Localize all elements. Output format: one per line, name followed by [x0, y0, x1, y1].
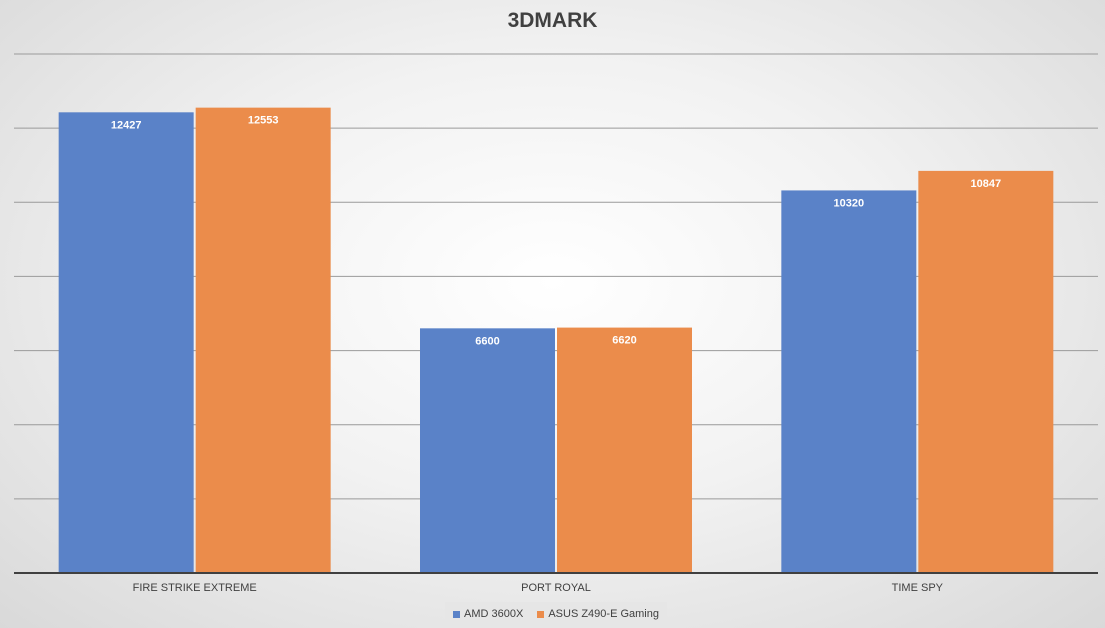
data-label-asus-z490-e-gaming-fire-strike-extreme: 12553: [248, 115, 279, 127]
data-label-amd-3600x-port-royal: 6600: [475, 335, 499, 347]
data-label-asus-z490-e-gaming-time-spy: 10847: [971, 178, 1002, 190]
legend-swatch-amd-3600x: [453, 610, 461, 618]
bar-asus-z490-e-gaming-time-spy: [918, 170, 1054, 573]
category-label-fire-strike-extreme: FIRE STRIKE EXTREME: [133, 582, 257, 594]
bar-asus-z490-e-gaming-port-royal: [557, 327, 692, 573]
category-label-time-spy: TIME SPY: [892, 582, 944, 594]
legend-item-asus-z490e: ASUS Z490-E Gaming: [537, 608, 659, 620]
chart-title: 3DMARK: [507, 9, 598, 32]
data-label-asus-z490-e-gaming-port-royal: 6620: [612, 335, 636, 347]
category-label-port-royal: PORT ROYAL: [521, 582, 591, 594]
legend-swatch-asus-z490e: [537, 610, 545, 618]
bar-asus-z490-e-gaming-fire-strike-extreme: [195, 107, 331, 573]
plot-area: 12427 12553 FIRE STRIKE EXTREME 6600 6620 POR…: [14, 53, 1098, 594]
data-label-amd-3600x-fire-strike-extreme: 12427: [111, 119, 142, 131]
bar-amd-3600x-port-royal: [420, 328, 555, 573]
legend-label-amd-3600x: AMD 3600X: [464, 608, 524, 620]
bar-amd-3600x-time-spy: [781, 190, 917, 573]
legend-item-amd-3600x: AMD 3600X: [453, 608, 523, 620]
legend-label-asus-z490e: ASUS Z490-E Gaming: [548, 608, 659, 620]
data-label-amd-3600x-time-spy: 10320: [834, 197, 865, 209]
legend: AMD 3600X ASUS Z490-E Gaming: [445, 602, 667, 626]
bar-amd-3600x-fire-strike-extreme: [58, 112, 194, 573]
